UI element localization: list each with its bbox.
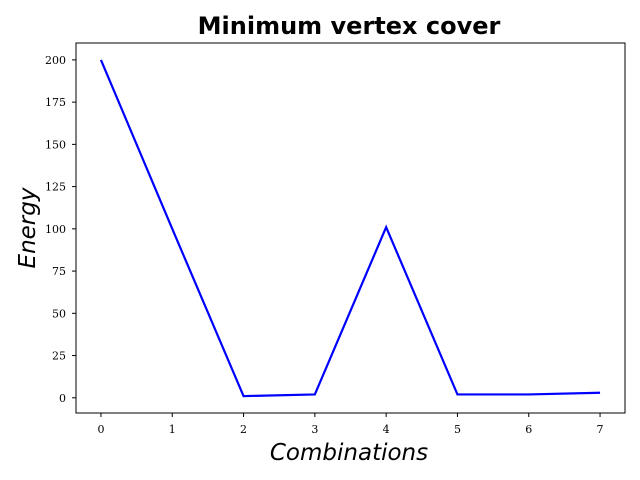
- chart-title: Minimum vertex cover: [198, 12, 501, 40]
- plot-area-frame: [75, 42, 626, 414]
- x-tick-label: 5: [454, 423, 461, 436]
- y-tick-label: 175: [45, 96, 66, 109]
- series-layer: [99, 59, 601, 398]
- y-tick-label: 125: [45, 181, 66, 194]
- y-tick-label: 200: [45, 54, 66, 67]
- y-tick-label: 25: [52, 350, 66, 363]
- y-tick-label: 75: [52, 265, 66, 278]
- y-axis-ticks: 0 25 50 75 100 125 150 175 200: [45, 54, 76, 405]
- x-axis-label: Combinations: [270, 440, 428, 466]
- y-tick-label: 0: [59, 392, 66, 405]
- x-tick-label: 1: [169, 423, 176, 436]
- x-tick-label: 0: [97, 423, 104, 436]
- series-line: [99, 59, 601, 398]
- x-tick-label: 2: [240, 423, 247, 436]
- y-tick-label: 150: [45, 138, 66, 151]
- x-tick-label: 6: [525, 423, 532, 436]
- y-tick-label: 50: [52, 307, 66, 320]
- x-tick-label: 7: [597, 423, 604, 436]
- y-tick-label: 100: [45, 223, 66, 236]
- x-tick-label: 4: [383, 423, 390, 436]
- x-tick-label: 3: [311, 423, 318, 436]
- x-axis-ticks: 0 1 2 3 4 5 6 7: [97, 413, 604, 436]
- y-axis-label: Energy: [15, 187, 41, 268]
